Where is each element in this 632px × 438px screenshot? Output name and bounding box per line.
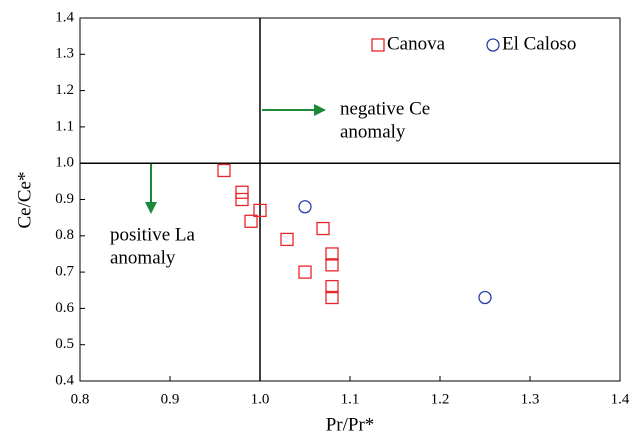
data-point: [217, 163, 231, 178]
y-tick-label: 1.3: [55, 46, 74, 62]
x-tick-label: 1.2: [431, 391, 450, 407]
data-point: [325, 290, 339, 305]
y-tick-label: 1.1: [55, 118, 74, 134]
y-tick-label: 1.2: [55, 82, 74, 98]
data-point: [235, 185, 249, 199]
data-point: [244, 214, 258, 228]
plot-frame: [79, 17, 621, 382]
legend-marker: [486, 38, 500, 52]
y-axis-title: Ce/Ce*: [14, 172, 35, 229]
x-tick-label: 1.0: [251, 391, 270, 407]
legend-label: Canova: [387, 33, 446, 54]
y-tick-label: 1.4: [55, 9, 74, 25]
y-tick-label: 0.8: [55, 227, 74, 243]
y-tick-label: 0.4: [55, 372, 74, 388]
data-point: [298, 200, 312, 214]
y-tick-label: 1.0: [55, 155, 74, 171]
legend-label: El Caloso: [502, 33, 576, 54]
data-point: [325, 279, 339, 294]
x-tick-label: 1.4: [611, 391, 630, 407]
arrow-head: [314, 104, 326, 116]
data-point: [478, 290, 492, 305]
x-tick-label: 0.9: [161, 391, 180, 407]
data-point: [325, 258, 339, 272]
x-tick-label: 0.8: [71, 391, 90, 407]
arrow-head: [145, 202, 157, 214]
x-axis-title: Pr/Pr*: [326, 414, 375, 435]
y-tick-label: 0.6: [55, 300, 74, 316]
data-point: [325, 247, 339, 261]
data-point: [253, 203, 267, 218]
y-tick-label: 0.9: [55, 191, 74, 207]
legend-marker: [371, 38, 385, 52]
data-point: [298, 265, 312, 279]
y-tick-label: 0.7: [55, 264, 74, 280]
annotation: positive La: [110, 224, 196, 245]
annotation: anomaly: [340, 121, 406, 142]
data-point: [316, 221, 330, 236]
annotation: anomaly: [110, 247, 176, 268]
annotation: negative Ce: [340, 98, 430, 119]
x-tick-label: 1.3: [521, 391, 540, 407]
x-tick-label: 1.1: [341, 391, 360, 407]
arrows: [145, 104, 326, 214]
data-point: [280, 232, 294, 247]
data-point: [235, 192, 249, 207]
y-tick-label: 0.5: [55, 336, 74, 352]
